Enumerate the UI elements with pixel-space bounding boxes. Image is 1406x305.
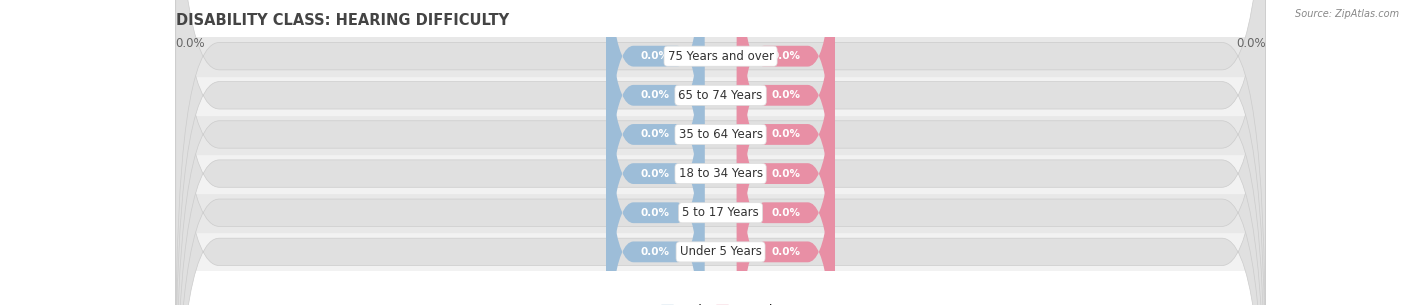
Text: 0.0%: 0.0% bbox=[772, 169, 800, 179]
Text: 0.0%: 0.0% bbox=[772, 51, 800, 61]
Bar bbox=[176, 193, 1265, 232]
Text: 75 Years and over: 75 Years and over bbox=[668, 50, 773, 63]
Text: 0.0%: 0.0% bbox=[641, 129, 669, 139]
Bar bbox=[176, 154, 1265, 193]
FancyBboxPatch shape bbox=[737, 27, 835, 305]
Text: 0.0%: 0.0% bbox=[641, 51, 669, 61]
FancyBboxPatch shape bbox=[737, 0, 835, 305]
Text: 0.0%: 0.0% bbox=[772, 208, 800, 218]
Text: 0.0%: 0.0% bbox=[641, 90, 669, 100]
FancyBboxPatch shape bbox=[176, 0, 1265, 305]
Text: 0.0%: 0.0% bbox=[772, 90, 800, 100]
Text: 0.0%: 0.0% bbox=[641, 169, 669, 179]
Bar bbox=[176, 76, 1265, 115]
FancyBboxPatch shape bbox=[606, 0, 704, 242]
Text: 0.0%: 0.0% bbox=[772, 247, 800, 257]
FancyBboxPatch shape bbox=[606, 0, 704, 281]
FancyBboxPatch shape bbox=[176, 0, 1265, 305]
Text: DISABILITY CLASS: HEARING DIFFICULTY: DISABILITY CLASS: HEARING DIFFICULTY bbox=[176, 13, 509, 28]
Legend: Male, Female: Male, Female bbox=[661, 304, 780, 305]
FancyBboxPatch shape bbox=[737, 66, 835, 305]
Text: 0.0%: 0.0% bbox=[772, 129, 800, 139]
FancyBboxPatch shape bbox=[176, 0, 1265, 305]
Text: 5 to 17 Years: 5 to 17 Years bbox=[682, 206, 759, 219]
Text: 65 to 74 Years: 65 to 74 Years bbox=[679, 89, 762, 102]
Text: 18 to 34 Years: 18 to 34 Years bbox=[679, 167, 762, 180]
Bar bbox=[176, 232, 1265, 271]
FancyBboxPatch shape bbox=[737, 0, 835, 242]
FancyBboxPatch shape bbox=[606, 0, 704, 305]
Text: 35 to 64 Years: 35 to 64 Years bbox=[679, 128, 762, 141]
Text: 0.0%: 0.0% bbox=[1236, 37, 1265, 50]
FancyBboxPatch shape bbox=[737, 0, 835, 305]
Text: 0.0%: 0.0% bbox=[641, 208, 669, 218]
Text: Under 5 Years: Under 5 Years bbox=[679, 246, 762, 258]
Text: Source: ZipAtlas.com: Source: ZipAtlas.com bbox=[1295, 9, 1399, 19]
FancyBboxPatch shape bbox=[606, 66, 704, 305]
FancyBboxPatch shape bbox=[176, 0, 1265, 305]
Text: 0.0%: 0.0% bbox=[641, 247, 669, 257]
FancyBboxPatch shape bbox=[176, 0, 1265, 305]
Bar bbox=[176, 115, 1265, 154]
FancyBboxPatch shape bbox=[606, 27, 704, 305]
Text: 0.0%: 0.0% bbox=[176, 37, 205, 50]
Bar bbox=[176, 37, 1265, 76]
FancyBboxPatch shape bbox=[176, 0, 1265, 305]
FancyBboxPatch shape bbox=[606, 0, 704, 305]
FancyBboxPatch shape bbox=[737, 0, 835, 281]
